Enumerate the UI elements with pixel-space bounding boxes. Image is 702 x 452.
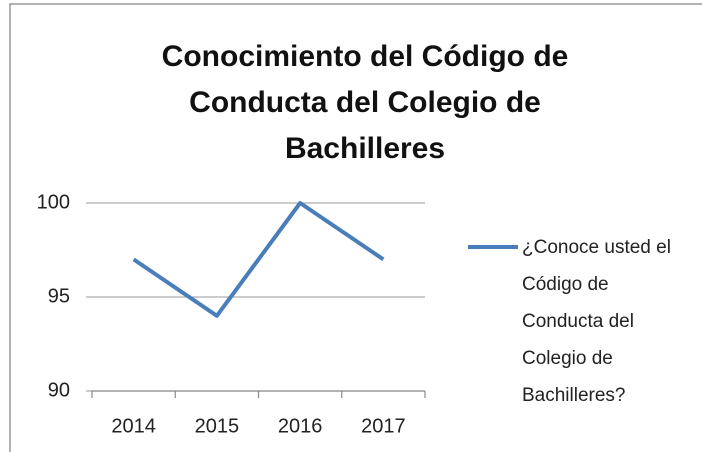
y-tick-label: 95 (48, 285, 70, 307)
chart-title: Conocimiento del Código de Conducta del … (161, 40, 569, 165)
line (132, 201, 385, 318)
x-tick-label: 2016 (278, 415, 323, 437)
x-tick-label: 2015 (195, 415, 240, 437)
chart-frame (9, 3, 702, 452)
y-tick-label: 90 (48, 379, 70, 401)
x-tick-label: 2014 (111, 415, 156, 437)
x-tick-label: 2017 (361, 415, 406, 437)
y-tick-label: 100 (37, 191, 70, 213)
legend-label: ¿Conoce usted el Código de Conducta del … (522, 237, 671, 406)
